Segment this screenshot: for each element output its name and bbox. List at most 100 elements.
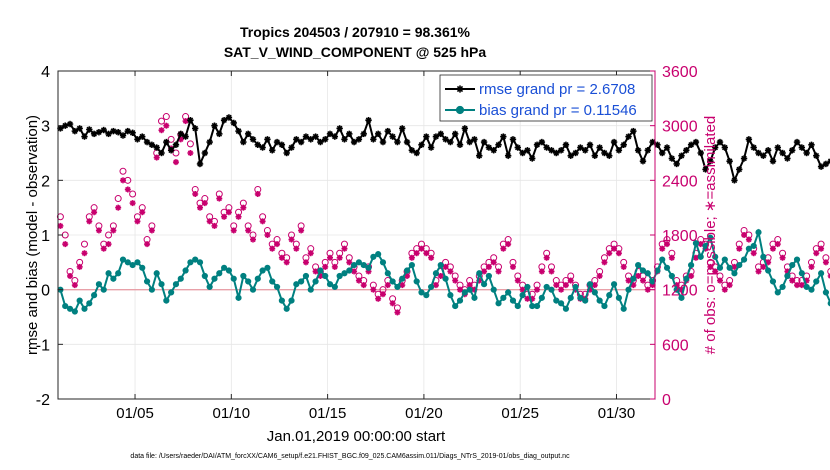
rmse-point-stroke bbox=[678, 152, 685, 159]
x-tick-label: 01/20 bbox=[405, 405, 443, 422]
obs-assimilated-marker bbox=[57, 222, 64, 229]
obs-assimilated-marker bbox=[322, 263, 329, 270]
obs-assimilated-marker bbox=[418, 245, 425, 252]
x-tick-label: 01/25 bbox=[501, 405, 539, 422]
rmse-point-stroke bbox=[163, 139, 170, 145]
obs-assimilated-marker-stroke bbox=[154, 154, 160, 161]
bias-point bbox=[745, 245, 752, 252]
rmse-point bbox=[225, 114, 233, 121]
bias-point bbox=[519, 292, 526, 299]
rmse-point-stroke bbox=[341, 136, 348, 143]
rmse-point-stroke bbox=[803, 150, 810, 156]
bias-point bbox=[129, 261, 136, 269]
rmse-point-stroke bbox=[707, 158, 714, 165]
rmse-point bbox=[244, 130, 252, 138]
rmse-point-stroke bbox=[726, 158, 733, 165]
bias-point bbox=[798, 270, 805, 277]
bias-point bbox=[755, 229, 762, 236]
rmse-point bbox=[543, 144, 550, 151]
obs-assimilated-marker bbox=[481, 268, 488, 275]
rmse-point-stroke bbox=[635, 147, 641, 154]
obs-assimilated-marker-stroke bbox=[308, 250, 314, 256]
obs-assimilated-marker-stroke bbox=[250, 236, 256, 243]
obs-assimilated-marker bbox=[100, 245, 107, 252]
obs-assimilated-marker-stroke bbox=[707, 264, 714, 270]
bias-point bbox=[264, 264, 271, 271]
obs-assimilated-marker bbox=[360, 282, 367, 289]
obs-assimilated-marker bbox=[432, 282, 439, 289]
obs-assimilated-marker-stroke bbox=[625, 277, 632, 284]
obs-possible-marker bbox=[56, 213, 64, 221]
obs-assimilated-marker bbox=[813, 250, 820, 257]
rmse-point bbox=[577, 144, 584, 151]
rmse-point-stroke bbox=[380, 139, 386, 145]
bias-point bbox=[62, 302, 69, 310]
rmse-point bbox=[784, 155, 791, 162]
rmse-point bbox=[374, 130, 382, 138]
rmse-point-stroke bbox=[452, 131, 459, 137]
bias-point bbox=[485, 272, 492, 280]
left-tick-label: -1 bbox=[36, 337, 50, 354]
rmse-point bbox=[808, 141, 815, 148]
rmse-point-stroke bbox=[327, 131, 333, 137]
rmse-point-stroke bbox=[139, 133, 146, 140]
rmse-point-stroke bbox=[182, 133, 189, 140]
obs-assimilated-marker-stroke bbox=[808, 264, 815, 270]
bias-point bbox=[423, 292, 430, 299]
rmse-point bbox=[557, 147, 565, 154]
right-tick-label: 3000 bbox=[662, 119, 698, 136]
x-tick-label: 01/30 bbox=[598, 405, 636, 422]
rmse-point bbox=[341, 136, 348, 143]
rmse-point-stroke bbox=[519, 150, 526, 156]
obs-assimilated-marker-stroke bbox=[356, 277, 362, 284]
bias-point bbox=[558, 300, 565, 307]
obs-assimilated-marker-stroke bbox=[664, 241, 670, 247]
bias-point bbox=[259, 267, 266, 274]
obs-assimilated-marker bbox=[245, 227, 252, 234]
obs-assimilated-marker bbox=[736, 245, 743, 252]
bias-point bbox=[567, 294, 574, 301]
rmse-point-stroke bbox=[245, 131, 252, 137]
legend-bias-label: bias grand pr = 0.11546 bbox=[479, 102, 637, 119]
bias-point bbox=[740, 256, 748, 263]
bias-point bbox=[591, 289, 598, 296]
bias-point bbox=[668, 272, 675, 280]
bias-point bbox=[692, 240, 700, 247]
rmse-point-stroke bbox=[510, 136, 516, 143]
obs-assimilated-marker bbox=[389, 300, 396, 307]
rmse-point-stroke bbox=[134, 136, 141, 143]
obs-assimilated-marker-stroke bbox=[81, 250, 88, 256]
obs-assimilated-marker bbox=[514, 277, 521, 284]
bias-point bbox=[601, 302, 608, 310]
obs-assimilated-marker-stroke bbox=[442, 264, 449, 270]
rmse-point bbox=[423, 133, 430, 140]
rmse-point-stroke bbox=[110, 128, 117, 134]
bias-point bbox=[81, 305, 88, 312]
obs-assimilated-marker bbox=[302, 259, 309, 266]
bias-point bbox=[322, 272, 329, 280]
bias-point bbox=[620, 305, 627, 312]
rmse-point-stroke bbox=[197, 161, 203, 167]
right-tick-label: 600 bbox=[662, 337, 689, 354]
rmse-point bbox=[302, 133, 310, 140]
rmse-point bbox=[769, 158, 777, 165]
rmse-point bbox=[721, 144, 729, 151]
obs-assimilated-marker-stroke bbox=[57, 223, 64, 229]
obs-assimilated-marker bbox=[490, 259, 497, 266]
rmse-point bbox=[793, 138, 801, 146]
rmse-point-stroke bbox=[799, 144, 805, 151]
obs-assimilated-marker-stroke bbox=[404, 273, 410, 279]
bias-point bbox=[514, 302, 521, 310]
obs-assimilated-marker-stroke bbox=[515, 277, 521, 284]
obs-assimilated-marker bbox=[95, 227, 102, 234]
rmse-point bbox=[81, 133, 88, 140]
rmse-point-stroke bbox=[187, 117, 194, 124]
rmse-point bbox=[148, 141, 156, 148]
obs-assimilated-marker-stroke bbox=[755, 268, 762, 275]
rmse-point bbox=[567, 152, 574, 159]
bias-point bbox=[702, 242, 709, 250]
obs-assimilated-marker-stroke bbox=[197, 204, 203, 211]
rmse-point bbox=[273, 138, 281, 146]
bias-point bbox=[389, 278, 396, 285]
bias-point bbox=[326, 281, 334, 288]
